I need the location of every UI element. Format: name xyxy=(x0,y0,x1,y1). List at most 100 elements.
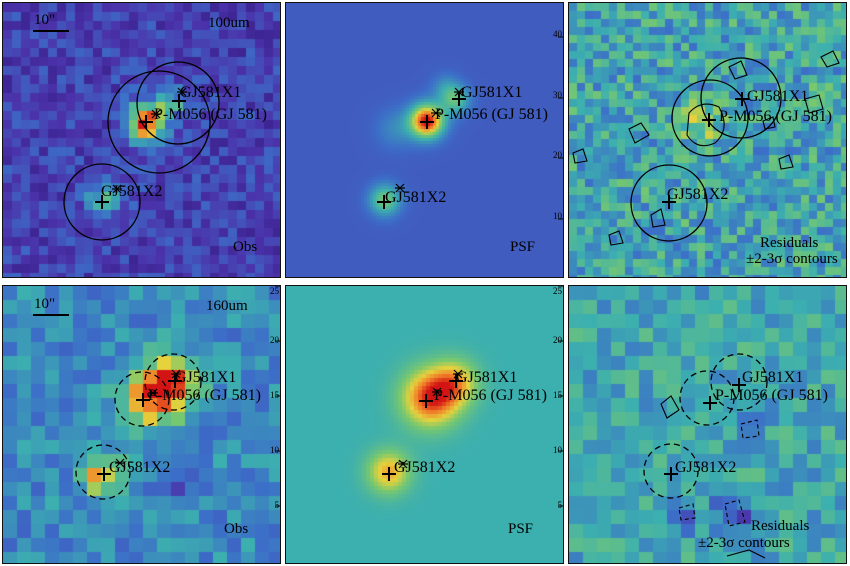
aperture-circle xyxy=(144,353,202,411)
psf-image-100um xyxy=(286,3,563,277)
plus-marker xyxy=(168,374,182,388)
y-axis-ticks xyxy=(558,36,563,220)
source-label-gj581x2: GJ581X2 xyxy=(394,459,456,476)
aperture-circle xyxy=(75,444,131,500)
y-tick-label: 15 xyxy=(553,390,562,400)
plus-marker xyxy=(136,393,150,407)
source-label-gj581x2: GJ581X2 xyxy=(101,183,163,200)
source-label-pm056: P-M056 (GJ 581) xyxy=(154,106,267,123)
star-marker xyxy=(431,108,441,118)
source-label-gj581x1: GJ581X1 xyxy=(747,88,809,105)
observed-image-160um xyxy=(3,286,280,563)
source-label-pm056: P-M056 (GJ 581) xyxy=(719,108,832,125)
overlay-res-100um xyxy=(572,50,840,246)
source-label-gj581x1: GJ581X1 xyxy=(456,369,518,386)
plus-marker xyxy=(377,195,391,209)
corner-label-2: ±2-3σ contours xyxy=(746,251,838,267)
plus-marker xyxy=(97,467,111,481)
scale-label: 10" xyxy=(34,12,56,28)
contour-lines xyxy=(660,395,766,559)
psf-image-160um xyxy=(286,286,563,563)
plus-marker xyxy=(452,92,466,106)
overlay-res-160um xyxy=(643,353,768,559)
y-tick-label: 5 xyxy=(274,500,280,510)
scale-label: 10" xyxy=(34,296,56,312)
plus-marker xyxy=(95,195,109,209)
scale-bar xyxy=(33,30,69,32)
source-label-gj581x1: GJ581X1 xyxy=(461,84,523,101)
contour-lines xyxy=(572,50,840,246)
aperture-circle xyxy=(700,57,782,139)
star-marker xyxy=(112,184,122,194)
y-tick-label: 30 xyxy=(553,90,562,100)
source-label-gj581x2: GJ581X2 xyxy=(109,459,171,476)
plus-marker xyxy=(382,467,396,481)
plus-marker xyxy=(420,115,434,129)
plus-marker xyxy=(703,396,717,410)
aperture-circle xyxy=(63,163,141,241)
corner-label: Obs xyxy=(233,239,258,255)
panel-residuals-160um: GJ581X1 P-M056 (GJ 581) GJ581X2 Residual… xyxy=(568,285,847,564)
star-marker xyxy=(453,369,463,379)
observed-image-100um xyxy=(3,3,280,277)
source-label-gj581x1: GJ581X1 xyxy=(175,369,237,386)
aperture-circle xyxy=(679,370,735,426)
y-tick-label: 20 xyxy=(553,150,562,160)
star-marker xyxy=(177,87,187,97)
source-label-gj581x2: GJ581X2 xyxy=(385,189,447,206)
band-label: 160um xyxy=(206,298,248,314)
aperture-circle xyxy=(136,61,220,145)
band-label: 100um xyxy=(208,15,250,31)
plus-marker xyxy=(662,195,676,209)
y-tick-label: 40 xyxy=(553,29,562,39)
plus-marker xyxy=(664,467,678,481)
y-axis-ticks xyxy=(558,286,563,507)
source-label-gj581x2: GJ581X2 xyxy=(667,186,729,203)
corner-label: Obs xyxy=(224,521,249,537)
panel-residuals-100um: GJ581X1 P-M056 (GJ 581) GJ581X2 Residual… xyxy=(568,2,847,278)
y-tick-label: 15 xyxy=(270,390,279,400)
corner-label: Residuals xyxy=(760,235,819,251)
plus-marker xyxy=(732,378,746,392)
overlay-psf-100um xyxy=(377,36,563,220)
aperture-circle xyxy=(114,371,170,427)
panel-obs-160um: 10" 160um 25 20 15 10 5 GJ581X1 P-M056 (… xyxy=(2,285,281,564)
star-marker xyxy=(115,458,125,468)
plus-marker xyxy=(172,94,186,108)
y-tick-label: 20 xyxy=(553,335,562,345)
plus-marker xyxy=(419,394,433,408)
residual-image-100um xyxy=(569,3,846,277)
star-marker xyxy=(398,459,408,469)
star-marker xyxy=(454,87,464,97)
star-marker xyxy=(151,109,161,119)
y-axis-ticks xyxy=(275,286,280,507)
y-tick-label: 20 xyxy=(270,335,279,345)
y-tick-label: 25 xyxy=(270,286,279,296)
aperture-circle xyxy=(643,443,699,499)
panel-psf-160um: 25 20 15 10 5 GJ581X1 P-M056 (GJ 581) GJ… xyxy=(285,285,564,564)
star-marker xyxy=(395,183,405,193)
overlay-obs-160um xyxy=(75,286,280,507)
corner-label: Residuals xyxy=(751,518,810,534)
aperture-circle xyxy=(710,353,768,411)
panel-obs-100um: 10" 100um GJ581X1 P-M056 (GJ 581) GJ581X… xyxy=(2,2,281,278)
source-label-pm056: P-M056 (GJ 581) xyxy=(435,106,548,123)
overlay-obs-100um xyxy=(63,61,220,241)
aperture-circle xyxy=(107,70,211,174)
source-label-pm056: P-M056 (GJ 581) xyxy=(434,387,547,404)
overlay-psf-160um xyxy=(382,286,563,507)
source-label-gj581x1: GJ581X1 xyxy=(742,369,804,386)
corner-label-2: ±2-3σ contours xyxy=(698,535,790,551)
y-tick-label: 10 xyxy=(553,211,562,221)
source-label-pm056: P-M056 (GJ 581) xyxy=(715,387,828,404)
y-tick-label: 10 xyxy=(270,445,279,455)
star-marker xyxy=(171,369,181,379)
star-marker xyxy=(432,387,442,397)
corner-label: PSF xyxy=(508,521,534,537)
y-tick-label: 25 xyxy=(553,286,562,296)
plus-marker xyxy=(139,115,153,129)
aperture-circle xyxy=(630,164,708,242)
source-label-pm056: P-M056 (GJ 581) xyxy=(148,387,261,404)
plus-marker xyxy=(735,92,749,106)
scale-bar xyxy=(33,314,69,316)
